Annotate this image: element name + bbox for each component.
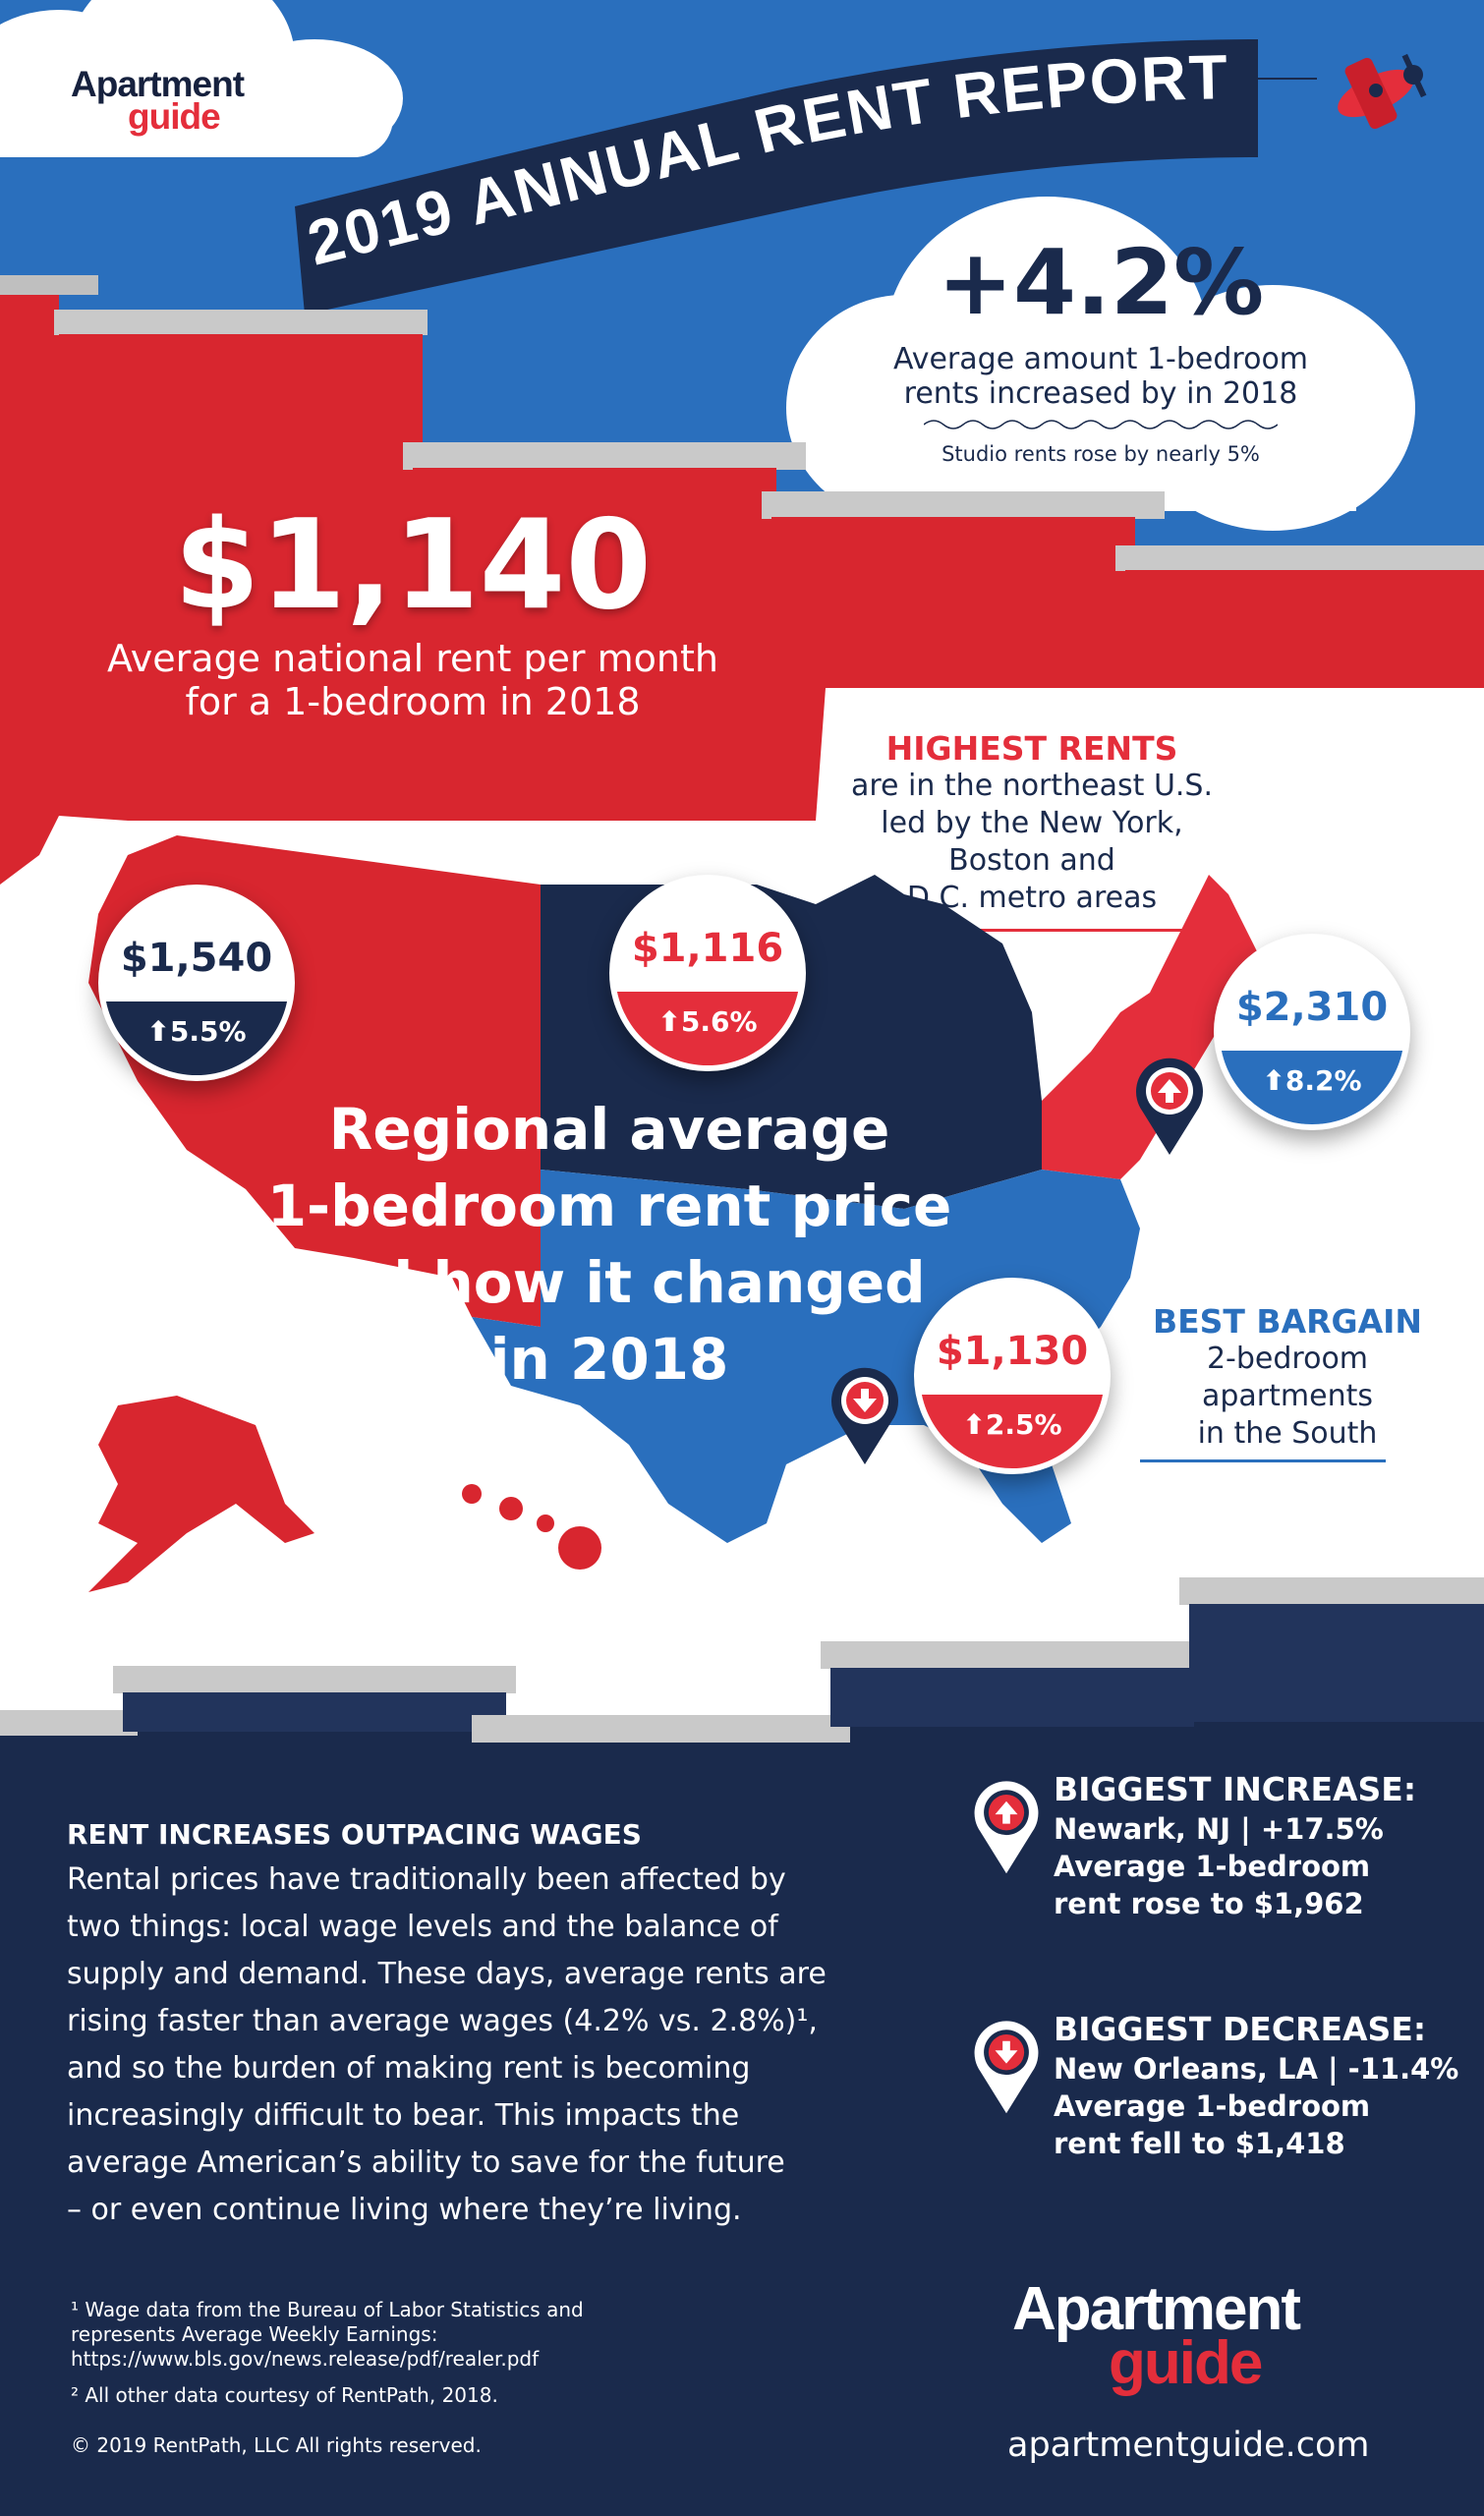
- national-rent-value: $1,140: [173, 492, 653, 637]
- wages-body-line: and so the burden of making rent is beco…: [67, 2051, 751, 2086]
- bubble-midwest: $1,116 ⬆ 5.6%: [609, 875, 806, 1071]
- map-title-line-4: in 2018: [489, 1326, 729, 1393]
- arrow-up-icon: ⬆: [146, 1014, 170, 1048]
- best-bargain-line-1: 2-bedroom: [1206, 1342, 1369, 1376]
- bubble-west: $1,540 ⬆ 5.5%: [98, 885, 295, 1081]
- national-rent-block: $1,140 Average national rent per month f…: [59, 492, 767, 724]
- bubble-midwest-change: ⬆ 5.6%: [615, 991, 800, 1065]
- bubble-northeast-price: $2,310: [1235, 984, 1389, 1030]
- bubble-south-price: $1,130: [936, 1328, 1089, 1374]
- map-pin-icon: [974, 2021, 1039, 2114]
- bubble-south: $1,130 ⬆ 2.5%: [914, 1278, 1111, 1474]
- wages-block: RENT INCREASES OUTPACING WAGES Rental pr…: [67, 1818, 892, 2234]
- biggest-increase-line-1: Newark, NJ | +17.5%: [1054, 1812, 1384, 1846]
- highest-rents-title: HIGHEST RENTS: [885, 729, 1178, 768]
- footnotes: ¹ Wage data from the Bureau of Labor Sta…: [71, 2298, 660, 2458]
- arrow-up-icon: ⬆: [962, 1407, 986, 1441]
- logo-bottom[interactable]: Apartment guide: [1012, 2275, 1425, 2397]
- best-bargain-line-3: in the South: [1197, 1416, 1378, 1451]
- wages-body-line: increasingly difficult to bear. This imp…: [67, 2098, 740, 2133]
- map-title-line-3: and how it changed: [293, 1249, 926, 1316]
- logo-top[interactable]: Apartment guide: [71, 64, 245, 137]
- wages-body-line: average American’s ability to save for t…: [67, 2145, 785, 2180]
- biggest-decrease-title: BIGGEST DECREASE:: [1054, 2010, 1427, 2048]
- bubble-midwest-price: $1,116: [631, 925, 784, 971]
- footnote-1-line-2: represents Average Weekly Earnings:: [71, 2322, 438, 2346]
- bubble-west-change: ⬆ 5.5%: [104, 1001, 289, 1075]
- stat-value: +4.2%: [937, 230, 1265, 335]
- best-bargain-block: BEST BARGAIN 2-bedroom apartments in the…: [1130, 1302, 1445, 1453]
- stat-caption-1: Average amount 1-bedroom: [892, 342, 1309, 376]
- arrow-up-icon: ⬆: [657, 1004, 681, 1038]
- biggest-decrease-line-1: New Orleans, LA | -11.4%: [1054, 2052, 1459, 2086]
- bubble-northeast-change: ⬆ 8.2%: [1220, 1050, 1404, 1124]
- wages-body-line: rising faster than average wages (4.2% v…: [67, 2004, 818, 2038]
- bubble-northeast: $2,310 ⬆ 8.2%: [1214, 934, 1410, 1130]
- stat-block: +4.2% Average amount 1-bedroom rents inc…: [806, 230, 1396, 467]
- wages-body: Rental prices have traditionally been af…: [67, 1857, 892, 2234]
- national-rent-caption-2: for a 1-bedroom in 2018: [185, 680, 641, 723]
- biggest-decrease-line-3: rent fell to $1,418: [1054, 2127, 1345, 2160]
- footnote-1-line-1: ¹ Wage data from the Bureau of Labor Sta…: [71, 2298, 584, 2321]
- map-title-line-2: 1-bedroom rent price: [266, 1172, 952, 1239]
- wages-body-line: Rental prices have traditionally been af…: [67, 1862, 786, 1897]
- wages-body-line: two things: local wage levels and the ba…: [67, 1910, 778, 1944]
- map-alaska: [88, 1396, 314, 1592]
- biggest-increase-block: BIGGEST INCREASE: Newark, NJ | +17.5% Av…: [1054, 1769, 1476, 1922]
- logo-bottom-word-1: Apartment: [1012, 2275, 1301, 2343]
- highest-rents-line-1: are in the northeast U.S.: [850, 769, 1214, 803]
- logo-bottom-word-2: guide: [1109, 2329, 1263, 2397]
- wave-divider: [923, 420, 1279, 429]
- website-link[interactable]: apartmentguide.com: [1007, 2426, 1370, 2465]
- footnote-2: ² All other data courtesy of RentPath, 2…: [71, 2383, 498, 2407]
- biggest-decrease-line-2: Average 1-bedroom: [1054, 2089, 1371, 2123]
- map-pin-icon: [1136, 1058, 1203, 1155]
- wages-body-line: supply and demand. These days, average r…: [67, 1957, 827, 1991]
- stat-note: Studio rents rose by nearly 5%: [942, 442, 1260, 466]
- wages-body-line: – or even continue living where they’re …: [67, 2193, 742, 2227]
- highest-rents-line-3: Boston and: [948, 843, 1115, 878]
- best-bargain-title: BEST BARGAIN: [1152, 1302, 1423, 1341]
- national-rent-caption-1: Average national rent per month: [107, 637, 718, 680]
- copyright: © 2019 RentPath, LLC All rights reserved…: [71, 2433, 482, 2457]
- map-title: Regional average 1-bedroom rent price an…: [206, 1091, 1012, 1398]
- map-pin-icon: [831, 1367, 898, 1464]
- highest-rents-line-2: led by the New York,: [881, 806, 1183, 840]
- biggest-increase-title: BIGGEST INCREASE:: [1054, 1770, 1417, 1808]
- biggest-decrease-block: BIGGEST DECREASE: New Orleans, LA | -11.…: [1054, 2009, 1476, 2162]
- best-bargain-line-2: apartments: [1202, 1379, 1373, 1413]
- highest-rents-underline: [865, 929, 1189, 932]
- airplane-icon: [1338, 53, 1427, 130]
- map-title-line-1: Regional average: [328, 1096, 890, 1163]
- stat-caption-2: rents increased by in 2018: [903, 376, 1298, 411]
- footnote-1-link[interactable]: https://www.bls.gov/news.release/pdf/rea…: [71, 2347, 540, 2371]
- title-banner: [295, 39, 1317, 314]
- biggest-increase-line-2: Average 1-bedroom: [1054, 1850, 1371, 1883]
- bubble-west-price: $1,540: [120, 935, 273, 981]
- map-region-northeast: [1042, 875, 1258, 1179]
- best-bargain-underline: [1140, 1459, 1386, 1462]
- map-hawaii: [462, 1484, 601, 1570]
- bubble-south-change: ⬆ 2.5%: [920, 1394, 1105, 1468]
- biggest-increase-line-3: rent rose to $1,962: [1054, 1887, 1364, 1920]
- map-pin-icon: [974, 1781, 1039, 1874]
- arrow-up-icon: ⬆: [1262, 1063, 1285, 1097]
- wages-heading: RENT INCREASES OUTPACING WAGES: [67, 1818, 642, 1851]
